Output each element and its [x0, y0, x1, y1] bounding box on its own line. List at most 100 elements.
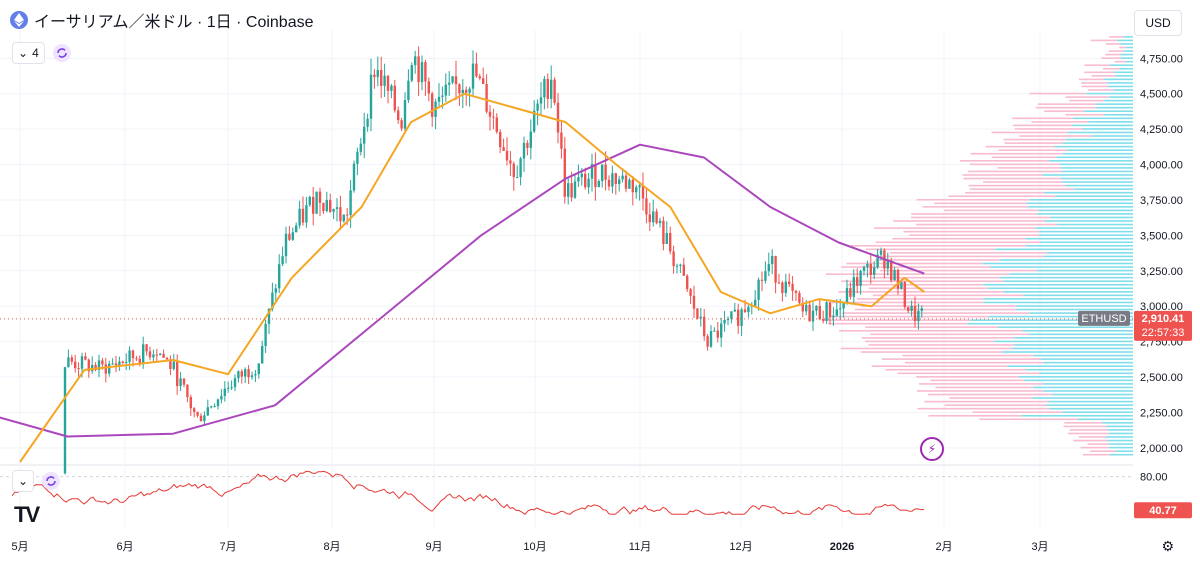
volume-bar-up: [1040, 241, 1133, 244]
candle-body: [301, 208, 305, 223]
volume-bar-down: [840, 347, 1012, 350]
volume-bar-up: [1040, 358, 1133, 360]
volume-bar-down: [1031, 121, 1089, 123]
candle-body: [526, 142, 529, 148]
volume-bar-up: [1104, 113, 1133, 116]
volume-bar-down: [865, 326, 999, 329]
candle-body: [135, 358, 138, 360]
price-tick-label: 4,500.00: [1140, 89, 1183, 101]
volume-bar-up: [1038, 234, 1133, 236]
candle-body: [488, 111, 492, 117]
candle-body: [760, 279, 764, 281]
candle-body: [189, 397, 192, 409]
candle-body: [121, 361, 124, 363]
volume-bar-down: [965, 191, 1045, 194]
volume-bar-up: [1039, 230, 1133, 233]
candle-body: [363, 126, 366, 144]
volume-bar-down: [1014, 128, 1083, 130]
settings-icon[interactable]: ⚙: [1161, 538, 1174, 554]
candle-body: [913, 306, 917, 322]
volume-bar-up: [988, 287, 1133, 290]
volume-bar-down: [1087, 443, 1110, 445]
candle-body: [798, 292, 801, 303]
volume-bar-down: [1012, 117, 1074, 120]
volume-bar-down: [831, 301, 984, 304]
volume-bar-down: [846, 262, 983, 265]
candle-body: [281, 256, 284, 265]
volume-bar-up: [1003, 280, 1133, 283]
candle-body: [77, 367, 80, 369]
candle-body: [730, 311, 733, 319]
volume-bar-down: [960, 160, 1050, 162]
volume-bar-up: [1108, 85, 1133, 88]
candle-body: [312, 196, 315, 214]
moving-average-long: [0, 143, 925, 438]
volume-bar-down: [904, 361, 1043, 364]
price-tick-label: 2,500.00: [1140, 372, 1183, 384]
candle-body: [587, 178, 590, 188]
candle-body: [856, 277, 859, 286]
refresh-icon[interactable]: [52, 44, 71, 62]
candle-body: [777, 282, 781, 284]
volume-bar-down: [822, 319, 971, 321]
tradingview-logo[interactable]: TV: [14, 502, 40, 527]
candle-body: [723, 319, 726, 324]
candle-body: [410, 65, 413, 81]
volume-bar-up: [1011, 347, 1133, 350]
candle-body: [801, 302, 804, 312]
volume-bar-up: [1117, 39, 1133, 42]
candle-body: [696, 308, 699, 319]
candle-body: [227, 387, 230, 389]
candle-body: [196, 411, 199, 416]
candle-body: [556, 102, 560, 133]
rsi-toggle-button[interactable]: ⌄: [12, 470, 35, 492]
candle-body: [720, 323, 723, 338]
volume-bar-up: [1062, 411, 1133, 414]
volume-bar-up: [1102, 422, 1133, 424]
candle-body: [845, 287, 849, 304]
currency-button[interactable]: USD: [1134, 10, 1182, 36]
time-tick-label: 5月: [11, 541, 28, 553]
candle-body: [393, 85, 396, 111]
candle-body: [179, 378, 182, 387]
candle-body: [818, 305, 821, 320]
candle-body: [522, 142, 526, 159]
volume-bar-up: [1009, 273, 1133, 275]
volume-bar-up: [1018, 376, 1133, 378]
volume-bar-down: [1029, 92, 1087, 95]
candle-body: [563, 148, 566, 197]
refresh-icon[interactable]: [42, 472, 61, 490]
volume-bar-down: [1003, 138, 1067, 141]
candle-body: [417, 56, 420, 83]
candle-body: [471, 63, 475, 89]
volume-bar-up: [1086, 92, 1133, 95]
symbol-title[interactable]: イーサリアム／米ドル · 1日 · Coinbase: [34, 14, 314, 31]
candle-body: [645, 198, 648, 215]
indicator-toggle-button[interactable]: ⌄ 4: [12, 42, 45, 64]
candle-body: [274, 288, 277, 293]
volume-bar-up: [1088, 121, 1133, 123]
lightning-icon[interactable]: ⚡: [920, 437, 944, 461]
candle-body: [907, 307, 910, 311]
candle-body: [441, 95, 444, 97]
candle-body: [903, 282, 906, 308]
volume-bar-up: [1023, 294, 1133, 297]
price-tick-label: 3,750.00: [1140, 195, 1183, 207]
candle-body: [672, 251, 675, 267]
volume-bar-down: [1044, 110, 1085, 113]
last-price-tag: [1134, 310, 1192, 341]
candle-body: [87, 359, 90, 372]
indicator-count: 4: [32, 46, 39, 60]
volume-bar-up: [1043, 390, 1133, 392]
volume-bar-up: [1035, 227, 1133, 229]
volume-bar-up: [1050, 216, 1133, 219]
volume-bar-down: [1078, 78, 1105, 81]
rsi-controls: ⌄: [12, 470, 61, 492]
candle-body: [774, 256, 777, 283]
candle-body: [886, 260, 889, 269]
candle-body: [220, 395, 223, 400]
candle-body: [67, 357, 70, 368]
candle-body: [485, 84, 488, 112]
volume-bar-down: [872, 294, 1024, 297]
